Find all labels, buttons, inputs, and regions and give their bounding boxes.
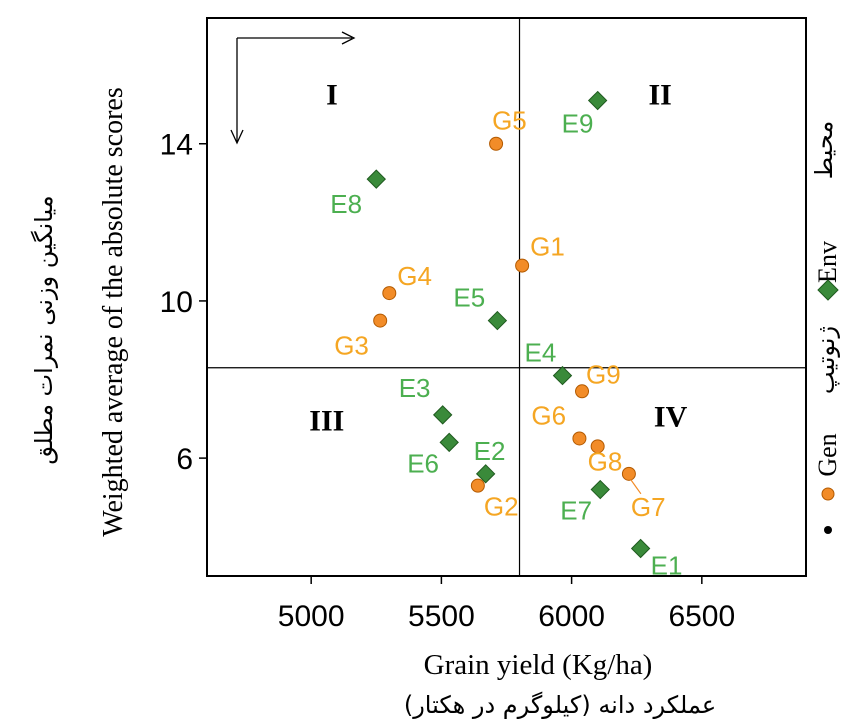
point-marker-env	[475, 464, 496, 484]
legend-title-persian: محیط	[810, 121, 838, 179]
point-label: E1	[651, 550, 683, 580]
point-marker-env	[552, 365, 573, 386]
legend-label-env-persian: ژنوتیپ	[812, 326, 840, 394]
point-label: G3	[334, 331, 369, 361]
x-axis-label-persian: عملکرد دانه (کیلوگرم در هکتار)	[404, 691, 716, 719]
point-label: E4	[524, 338, 556, 368]
point-marker-gen	[621, 466, 636, 481]
point-marker-env	[487, 310, 508, 331]
legend-marker-env	[817, 279, 839, 301]
y-tick-label: 14	[160, 129, 193, 162]
quadrant-label: III	[309, 405, 344, 438]
y-tick-label: 6	[176, 443, 193, 476]
point-marker-env	[630, 538, 651, 559]
point-marker-gen	[489, 136, 504, 151]
point-label: E3	[399, 373, 431, 403]
chart-marks: E1 E2 E3 E4 E5 E6 E7 E8 E9 G1 G2 G3 G4 G5 G6 G7 G8 G9	[330, 90, 683, 580]
x-tick-label: 5000	[278, 600, 345, 633]
point-label: G5	[492, 106, 527, 136]
point-marker-gen	[470, 478, 485, 493]
point-label: G1	[530, 232, 565, 262]
plot-frame	[206, 17, 807, 577]
point-label: E9	[562, 109, 594, 139]
point-marker-gen	[382, 286, 397, 301]
point-label: E5	[453, 283, 485, 313]
point-label: G6	[531, 400, 566, 430]
point-label: G4	[397, 261, 432, 291]
point-label: E2	[474, 436, 506, 466]
y-axis-label: Weighted average of the absolute scores	[98, 87, 129, 536]
axis-ticks: 5000 5500 6000 6500 6 10 14	[160, 129, 736, 633]
arrow-right-head	[341, 31, 356, 45]
quadrant-label: I	[326, 78, 338, 111]
point-marker-gen	[515, 258, 530, 273]
x-tick-label: 5500	[408, 600, 475, 633]
point-marker-gen	[373, 313, 388, 328]
point-marker-gen	[575, 384, 590, 399]
point-marker-env	[590, 479, 610, 500]
point-marker-env	[439, 432, 459, 453]
x-axis-label: Grain yield (Kg/ha)	[424, 649, 653, 681]
chart-legend: محیط Env ژنوتیپ Gen	[810, 121, 842, 534]
point-label: G8	[588, 446, 623, 476]
legend-marker-gen	[821, 487, 835, 501]
point-label: E7	[560, 496, 592, 526]
legend-marker-black-dot	[824, 526, 832, 534]
arrow-down-head	[230, 129, 244, 145]
legend-label-env: Env	[813, 241, 842, 283]
point-label: E6	[407, 448, 439, 478]
label-leader-line	[630, 479, 642, 495]
x-tick-label: 6500	[668, 600, 735, 633]
y-axis-label-persian: میانگین وزنی نمرات مطلق	[30, 195, 58, 464]
quadrant-label: IV	[654, 401, 688, 434]
point-label: G7	[631, 492, 666, 522]
quadrant-label: II	[648, 78, 671, 111]
y-tick-label: 10	[160, 286, 193, 319]
x-tick-label: 6000	[538, 600, 605, 633]
point-marker-env	[366, 169, 386, 189]
point-label: G9	[586, 359, 621, 389]
point-marker-env	[587, 90, 608, 111]
point-marker-gen	[572, 431, 587, 446]
point-label: E8	[330, 189, 362, 219]
point-marker-env	[432, 405, 453, 425]
legend-label-gen: Gen	[813, 433, 842, 476]
point-label: G2	[484, 492, 519, 522]
point-marker-gen	[590, 439, 605, 454]
